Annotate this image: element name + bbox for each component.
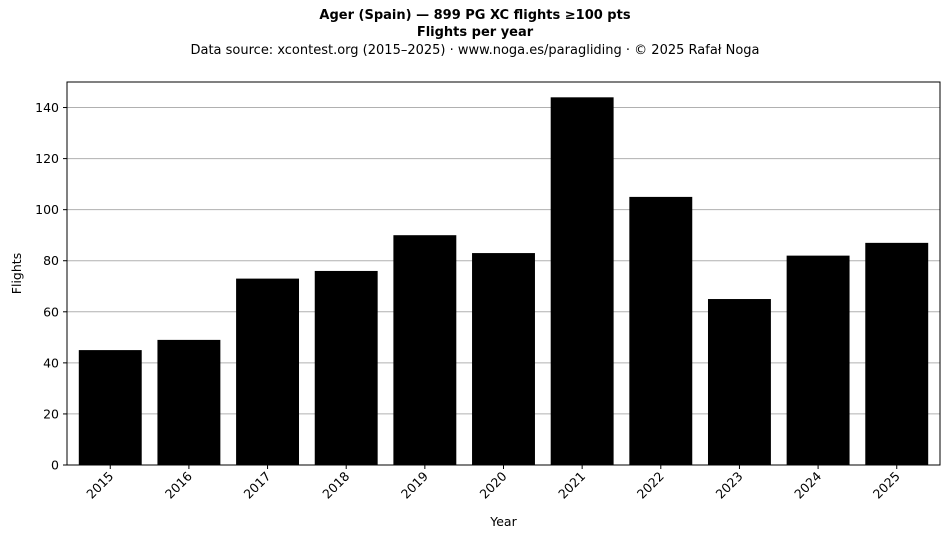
y-tick-label: 80 xyxy=(43,253,59,268)
bar-2015 xyxy=(78,350,142,465)
y-tick-label: 100 xyxy=(35,202,59,217)
x-tick-label: 2025 xyxy=(870,469,903,502)
bars xyxy=(78,97,929,465)
bar-2022 xyxy=(629,196,693,465)
x-axis-label: Year xyxy=(489,514,517,529)
bar-2018 xyxy=(314,270,378,465)
x-tick-label: 2015 xyxy=(83,469,116,502)
y-tick-label: 20 xyxy=(43,406,59,421)
bar-2024 xyxy=(786,255,850,465)
x-tick-label: 2024 xyxy=(791,468,824,501)
chart-title: Ager (Spain) — 899 PG XC flights ≥100 pt… xyxy=(319,8,631,23)
bar-2019 xyxy=(393,235,457,465)
x-tick-label: 2020 xyxy=(477,468,510,501)
y-axis-label: Flights xyxy=(9,253,24,294)
bar-2017 xyxy=(236,278,300,465)
bar-2021 xyxy=(550,97,614,465)
x-tick-label: 2017 xyxy=(241,469,274,502)
x-tick-label: 2021 xyxy=(555,469,588,502)
x-tick-label: 2022 xyxy=(634,469,667,502)
bar-2016 xyxy=(157,339,221,465)
x-tick-label: 2019 xyxy=(398,468,431,501)
bar-2023 xyxy=(707,299,771,465)
y-tick-label: 0 xyxy=(51,458,59,473)
y-tick-label: 60 xyxy=(43,304,59,319)
chart-source-note: Data source: xcontest.org (2015–2025) · … xyxy=(190,43,760,58)
x-tick-label: 2018 xyxy=(319,468,352,501)
chart-subtitle: Flights per year xyxy=(416,25,534,40)
y-tick-label: 120 xyxy=(35,151,59,166)
bar-2025 xyxy=(865,242,929,465)
x-tick-label: 2023 xyxy=(712,469,745,502)
x-tick-label: 2016 xyxy=(162,468,195,501)
bar-2020 xyxy=(472,253,535,465)
y-tick-label: 40 xyxy=(43,355,59,370)
y-tick-label: 140 xyxy=(35,100,59,115)
